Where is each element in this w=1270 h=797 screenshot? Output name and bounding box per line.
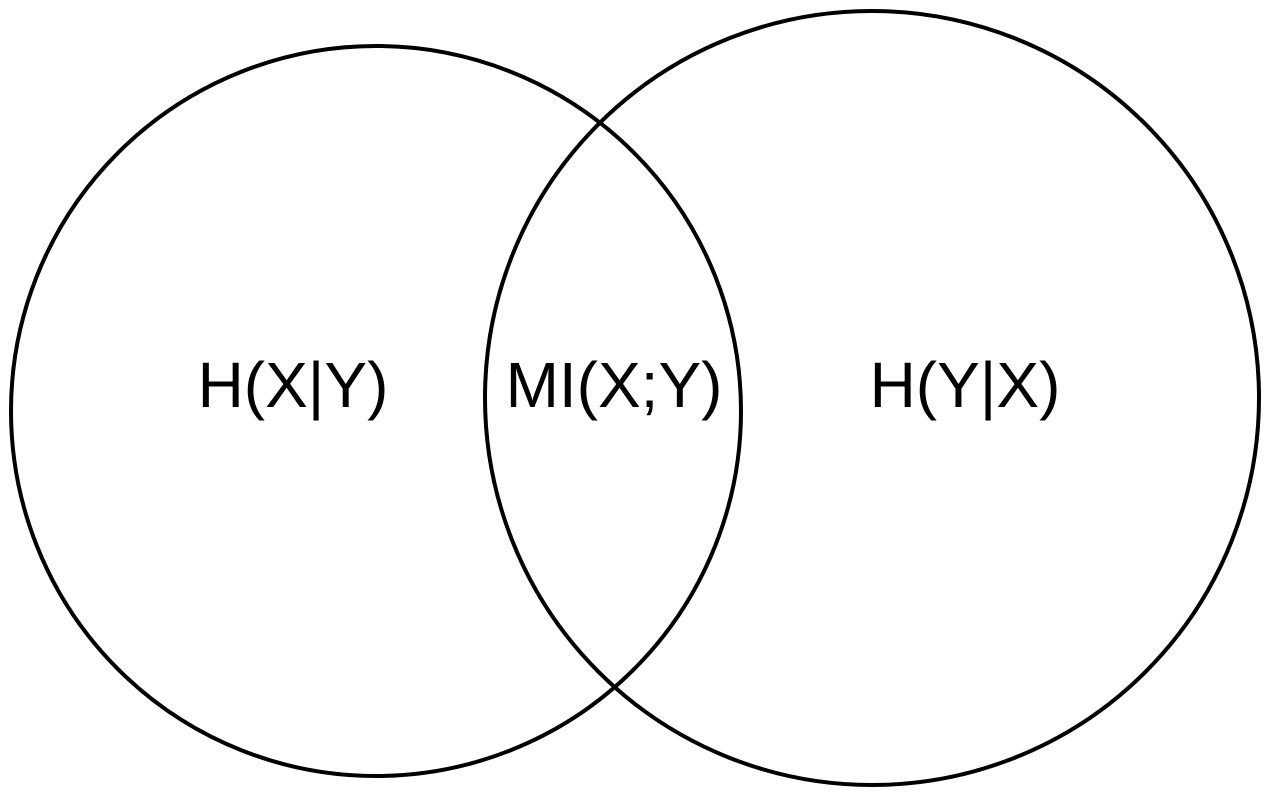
left-only-label: H(X|Y): [198, 349, 389, 421]
intersection-label: MI(X;Y): [506, 349, 723, 421]
right-circle: [483, 9, 1261, 787]
left-circle: [9, 44, 743, 778]
right-only-label: H(Y|X): [870, 349, 1061, 421]
